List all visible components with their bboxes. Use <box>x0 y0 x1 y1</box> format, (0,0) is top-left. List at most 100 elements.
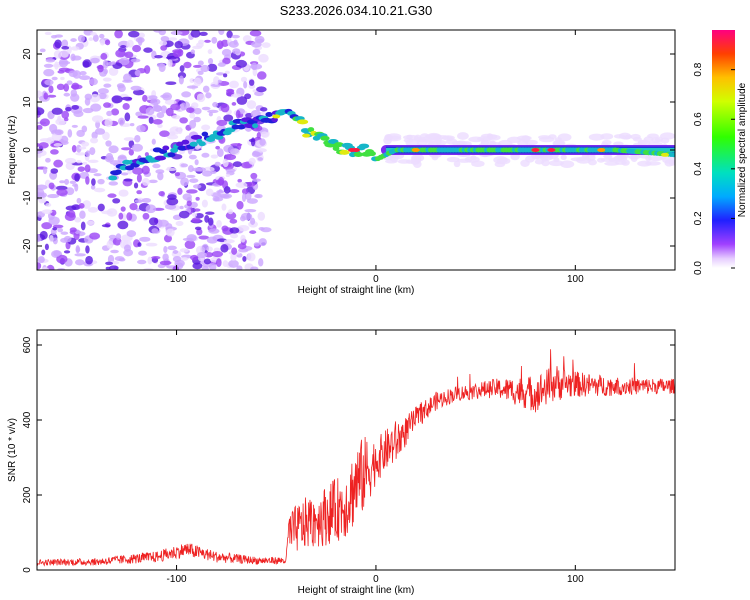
heat-cell <box>43 68 55 77</box>
heat-cell <box>196 251 208 259</box>
heat-cell <box>249 230 257 234</box>
colorbar-tick-label: 0.2 <box>693 211 704 225</box>
heat-cell <box>43 63 54 68</box>
heat-cell <box>189 119 197 129</box>
heat-cell <box>142 94 148 102</box>
heat-cell <box>48 182 55 190</box>
heat-cell <box>108 234 117 240</box>
heat-cell <box>47 94 57 98</box>
heat-cell <box>114 30 123 39</box>
heat-cell <box>81 125 88 133</box>
heat-cell <box>179 65 185 73</box>
heat-cell <box>184 240 196 250</box>
heat-cell <box>217 79 222 84</box>
heat-cell <box>457 158 472 163</box>
heat-cell <box>61 45 70 50</box>
heat-cell <box>210 192 222 198</box>
heat-cell <box>259 138 266 146</box>
heat-cell <box>106 110 113 117</box>
heat-cell <box>65 106 72 112</box>
heat-cell <box>224 154 237 161</box>
heat-cell <box>250 41 262 48</box>
y-tick-label: 400 <box>22 411 33 428</box>
heat-cell <box>241 188 249 195</box>
heat-cell <box>192 212 198 217</box>
heat-cell <box>608 157 621 163</box>
heat-cell <box>166 134 179 140</box>
heat-cell <box>244 93 252 100</box>
heat-cell <box>457 132 469 140</box>
heat-cell <box>228 80 239 89</box>
heat-cell <box>78 202 85 209</box>
heat-cell <box>93 187 106 193</box>
heat-cell <box>205 188 214 197</box>
heat-cell <box>53 250 61 257</box>
heat-cell <box>188 154 197 160</box>
ridge-cell <box>271 117 278 123</box>
heat-cell <box>103 83 112 88</box>
heat-cell <box>148 217 159 226</box>
heat-cell <box>152 163 161 169</box>
heat-cell <box>81 141 90 147</box>
heat-cell <box>37 107 45 116</box>
heat-cell <box>260 107 268 112</box>
heat-cell <box>102 77 112 82</box>
ridge-cell <box>353 152 364 158</box>
heat-cell <box>167 37 178 41</box>
x-tick-label: -100 <box>167 574 187 585</box>
heat-cell <box>100 52 108 60</box>
heat-cell <box>231 34 240 39</box>
colorbar-tick-label: 0.4 <box>693 161 704 175</box>
heat-cell <box>152 118 163 125</box>
snr-background <box>37 330 675 570</box>
heat-cell <box>87 159 99 164</box>
heat-cell <box>406 134 413 140</box>
heat-cell <box>240 234 246 243</box>
heat-cell <box>97 178 105 185</box>
heat-cell <box>242 256 247 262</box>
heat-cell <box>647 133 659 139</box>
heat-cell <box>190 254 199 261</box>
hot-spot <box>547 148 556 152</box>
heat-cell <box>138 250 147 256</box>
heat-cell <box>222 57 231 65</box>
heat-cell <box>172 265 180 270</box>
heat-cell <box>39 118 50 127</box>
heat-cell <box>103 68 108 75</box>
heat-cell <box>121 96 133 101</box>
heat-cell <box>45 58 56 63</box>
heat-cell <box>193 208 201 212</box>
heat-cell <box>48 216 60 226</box>
heat-cell <box>120 172 129 176</box>
heat-cell <box>257 157 263 161</box>
heat-cell <box>54 39 62 49</box>
heat-cell <box>75 245 80 254</box>
heat-cell <box>138 32 145 39</box>
ridge-cell <box>170 147 179 153</box>
colorbar-label: Normalized spectral amplitude <box>737 82 748 217</box>
heat-cell <box>53 50 63 59</box>
heat-cell <box>102 131 110 141</box>
heat-cell <box>63 83 70 92</box>
heat-cell <box>250 266 259 270</box>
heat-cell <box>216 220 222 228</box>
heat-cell <box>110 249 119 254</box>
y-tick-label: 600 <box>22 336 33 353</box>
heat-cell <box>193 107 202 115</box>
ridge-cell <box>252 123 259 129</box>
heat-cell <box>89 147 96 156</box>
heat-cell <box>47 193 60 199</box>
heat-cell <box>255 38 265 43</box>
colorbar-ticks: 0.0 0.2 0.4 0.6 0.8 <box>693 62 735 275</box>
heat-cell <box>131 143 143 152</box>
heat-cell <box>52 237 58 245</box>
heat-cell <box>251 151 261 158</box>
heat-cell <box>159 130 170 138</box>
heat-cell <box>70 46 80 51</box>
heat-cell <box>186 85 199 89</box>
y-tick-label: 0 <box>22 567 33 573</box>
hot-spot <box>272 114 281 119</box>
heat-cell <box>151 255 161 260</box>
heat-cell <box>107 193 117 198</box>
